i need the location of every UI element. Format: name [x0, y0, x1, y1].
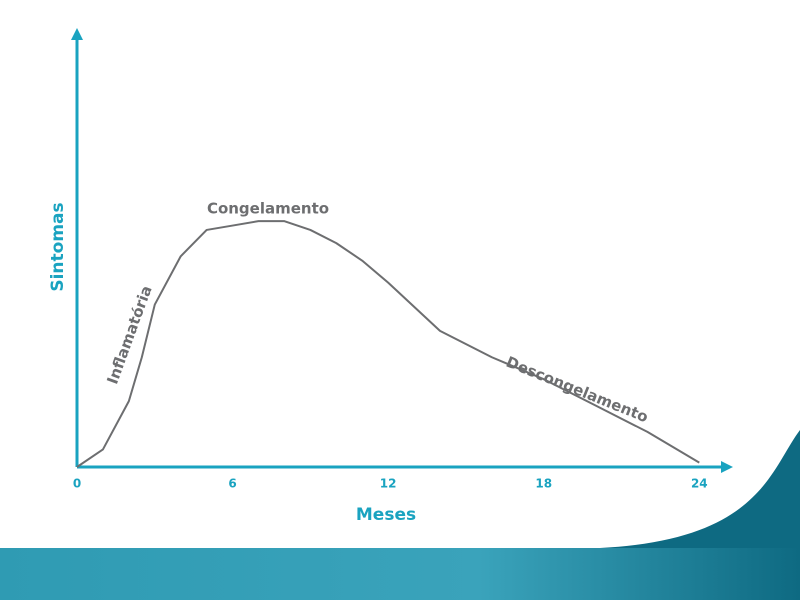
line [76, 220, 700, 468]
x-tick-label: 12 [380, 477, 397, 491]
footer-band [0, 548, 800, 600]
x-axis-arrow [721, 461, 733, 473]
annotation: Congelamento [207, 200, 329, 218]
x-axis-label: Meses [356, 505, 416, 525]
x-tick-label: 0 [73, 477, 81, 491]
footer-swoosh [600, 430, 800, 548]
x-tick-label: 18 [535, 477, 552, 491]
x-tick-label: 24 [691, 477, 708, 491]
y-axis-label: Sintomas [48, 202, 68, 291]
x-tick-label: 6 [228, 477, 236, 491]
annotation: Descongelamento [504, 353, 651, 426]
y-axis-arrow [71, 28, 83, 40]
